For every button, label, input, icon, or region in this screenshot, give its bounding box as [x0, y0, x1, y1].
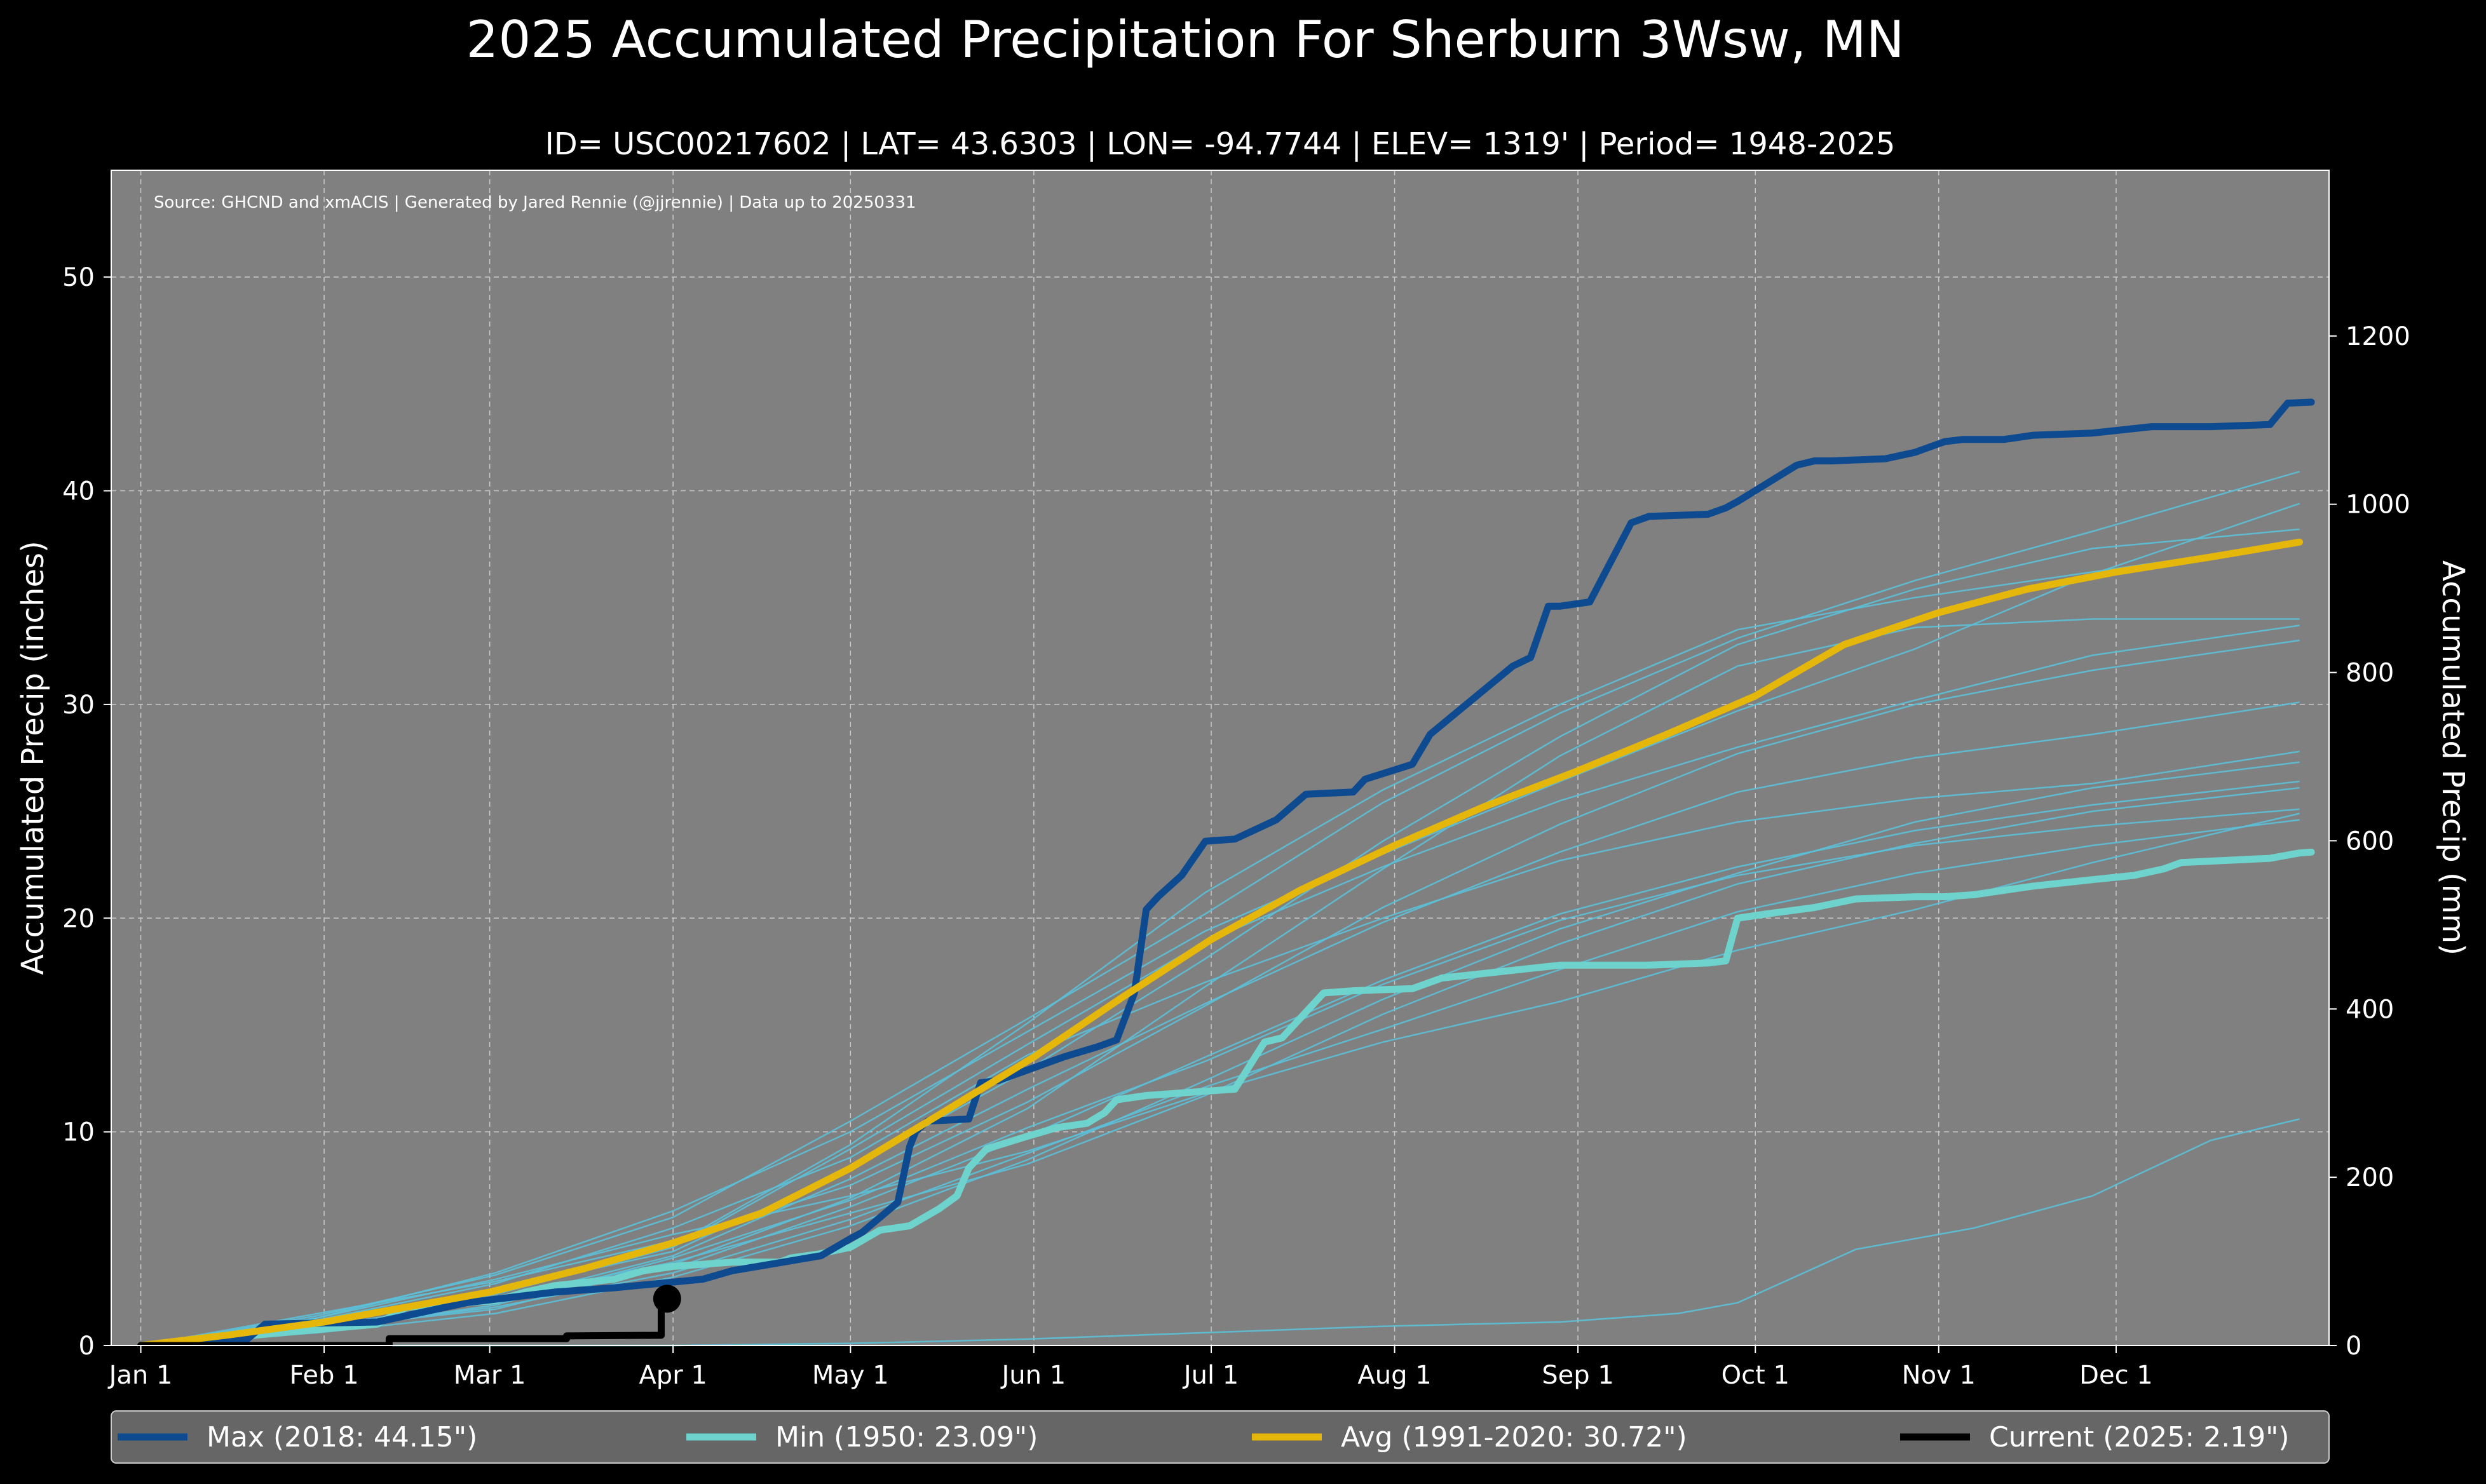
y-tick-label: 50: [62, 263, 95, 292]
year-line-14: [140, 503, 2300, 1347]
x-tick-label: Feb 1: [290, 1361, 359, 1390]
y-right-tick-label: 600: [2346, 826, 2394, 856]
y-axis-right: 0 200 400 600 800 1000 1200: [2329, 322, 2410, 1361]
chart-subtitle: ID= USC00217602 | LAT= 43.6303 | LON= -9…: [545, 126, 1896, 162]
year-line-13: [140, 819, 2300, 1347]
y-right-tick-label: 0: [2346, 1332, 2361, 1361]
x-tick-label: Jul 1: [1182, 1361, 1239, 1390]
y-right-tick-label: 800: [2346, 659, 2394, 688]
legend-label-min: Min (1950: 23.09"): [775, 1421, 1038, 1454]
x-tick-label: Jun 1: [1000, 1361, 1066, 1390]
series-line-max: [137, 398, 2315, 1349]
series-line-min: [137, 848, 2315, 1349]
plot-area: [111, 170, 2330, 1346]
year-line-10: [140, 639, 2300, 1347]
x-tick-label: Dec 1: [2079, 1361, 2153, 1390]
x-axis: Jan 1 Feb 1 Mar 1 Apr 1 May 1 Jun 1 Jul 1 Aug 1…: [107, 1346, 2153, 1390]
y-tick-label: 40: [62, 477, 95, 506]
year-line-7: [140, 761, 2300, 1347]
y-right-tick-label: 1200: [2346, 322, 2410, 351]
x-tick-label: Aug 1: [1357, 1361, 1431, 1390]
x-tick-label: Mar 1: [454, 1361, 526, 1390]
chart-title: 2025 Accumulated Precipitation For Sherb…: [466, 10, 1904, 69]
y-tick-label: 20: [62, 904, 95, 933]
current-marker-group: [653, 1285, 681, 1313]
year-line-8: [140, 750, 2300, 1347]
y-tick-label: 0: [79, 1332, 95, 1361]
year-line-15: [140, 1118, 2300, 1347]
grid-lines: [111, 170, 2329, 1346]
x-tick-label: May 1: [812, 1361, 889, 1390]
legend-label-current: Current (2025: 2.19"): [1989, 1421, 2290, 1454]
y-axis-label-left: Accumulated Precip (inches): [15, 541, 51, 975]
y-tick-label: 10: [62, 1118, 95, 1147]
series-line-avg: [137, 538, 2303, 1349]
year-line-9: [140, 808, 2300, 1347]
y-right-tick-label: 200: [2346, 1163, 2394, 1192]
year-line-6: [140, 471, 2300, 1347]
current-marker: [653, 1285, 681, 1313]
source-note: Source: GHCND and xmACIS | Generated by …: [154, 193, 916, 212]
y-axis-left: 0 10 20 30 40 50: [62, 263, 111, 1361]
x-tick-label: Nov 1: [1902, 1361, 1976, 1390]
year-line-3: [140, 618, 2300, 1347]
legend-label-max: Max (2018: 44.15"): [207, 1421, 477, 1454]
legend-label-avg: Avg (1991-2020: 30.72"): [1341, 1421, 1687, 1454]
y-axis-label-right: Accumulated Precip (mm): [2435, 560, 2471, 955]
y-tick-label: 30: [62, 691, 95, 720]
legend: Max (2018: 44.15") Min (1950: 23.09") Avg …: [111, 1410, 2330, 1464]
x-tick-label: Oct 1: [1722, 1361, 1790, 1390]
x-tick-label: Sep 1: [1542, 1361, 1614, 1390]
y-right-tick-label: 400: [2346, 995, 2394, 1024]
x-tick-label: Apr 1: [639, 1361, 707, 1390]
x-tick-label: Jan 1: [107, 1361, 173, 1390]
y-right-tick-label: 1000: [2346, 490, 2410, 520]
